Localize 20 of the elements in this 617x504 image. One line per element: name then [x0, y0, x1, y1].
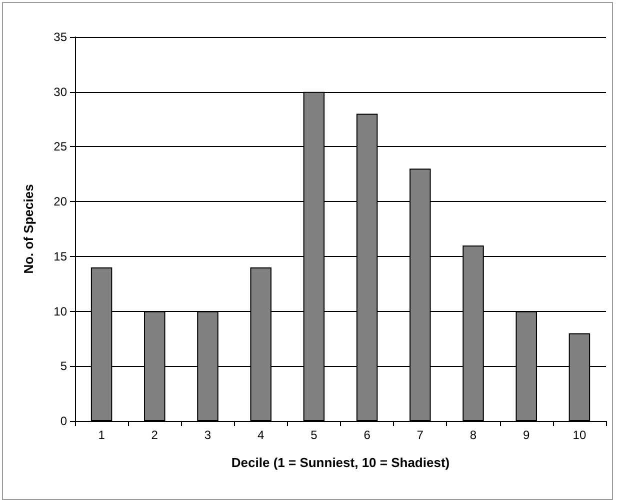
y-tick-label: 30: [54, 84, 68, 99]
y-tick-label: 25: [54, 140, 68, 154]
y-tick-label: 0: [60, 414, 68, 428]
x-tick-label: 4: [258, 428, 265, 442]
y-axis-title: No. of Species: [21, 184, 36, 274]
y-tick-label: 20: [54, 194, 68, 209]
x-tick-label: 5: [310, 428, 318, 442]
x-axis-title: Decile (1 = Sunniest, 10 = Shadiest): [231, 455, 450, 470]
x-tick-label: 7: [416, 428, 424, 442]
x-tick-label: 9: [523, 428, 530, 442]
x-tick-label: 1: [98, 428, 106, 442]
x-tick-label: 6: [364, 428, 371, 442]
x-tick-label: 3: [204, 428, 212, 442]
x-tick-label: 2: [151, 428, 158, 442]
x-tick-label: 8: [470, 428, 477, 442]
y-tick-label: 10: [54, 304, 68, 318]
x-tick-label: 10: [572, 428, 586, 442]
y-tick-label: 15: [54, 249, 68, 264]
y-tick-label: 35: [54, 30, 68, 44]
y-tick-label: 5: [60, 359, 68, 374]
